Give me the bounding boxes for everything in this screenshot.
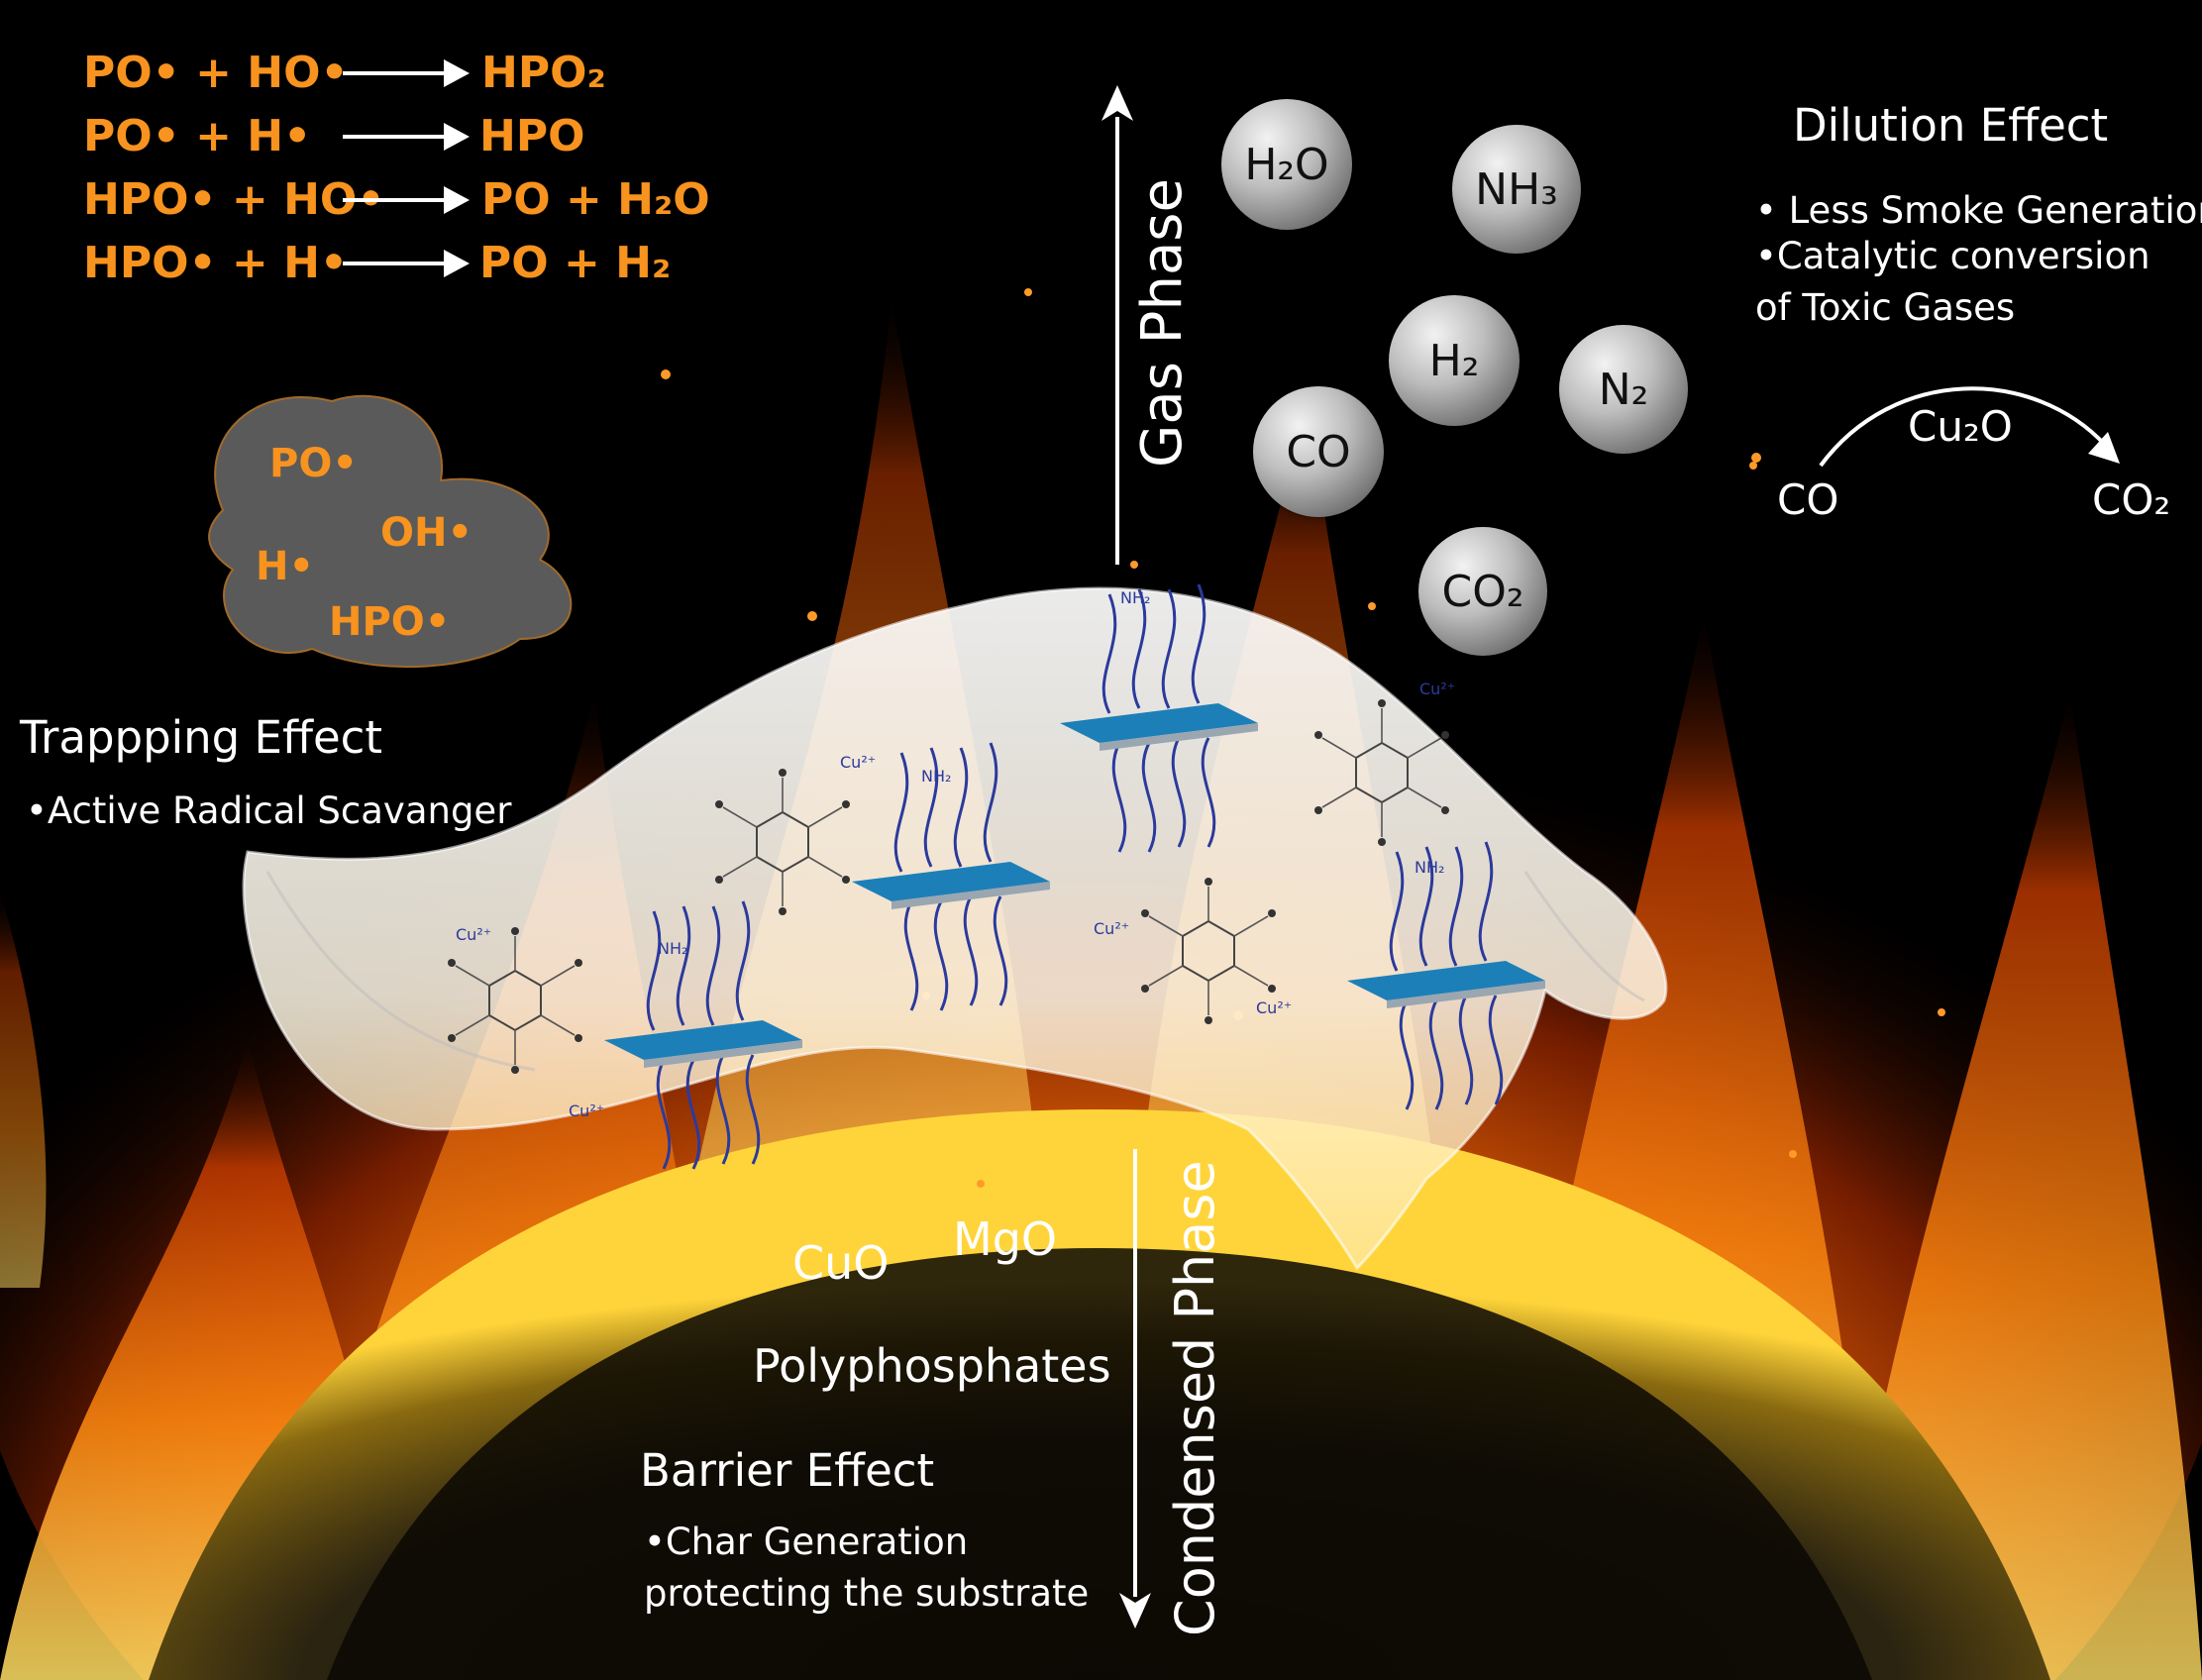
reaction-arrow-icon [343,250,470,277]
molecule-h2o: H₂O [1221,99,1352,230]
reaction-3-reactants: HPO• + HO• [83,174,385,225]
copper-ion-label: Cu²⁺ [569,1102,605,1120]
conversion-to: CO₂ [2092,475,2171,524]
phytate-4 [1313,698,1450,847]
oxide-cuo-label: CuO [792,1236,890,1290]
reaction-1-products: HPO₂ [481,48,606,98]
reaction-arrow-icon [343,186,470,214]
gas-phase-arrow-icon [1101,85,1133,565]
phytate-2 [714,768,851,916]
copper-ion-label: Cu²⁺ [1256,998,1293,1017]
molecule-nh3: NH₃ [1452,125,1581,254]
reaction-arrow-icon [343,59,470,87]
dilution-bullet-3: of Toxic Gases [1755,286,2016,329]
dilution-bullet-1: • Less Smoke Generation [1755,189,2202,232]
radical-hpo-label: HPO• [329,599,451,645]
polyphosphates-label: Polyphosphates [753,1339,1111,1393]
phytate-1 [447,926,583,1075]
dilution-effect-title: Dilution Effect [1793,99,2109,152]
molecule-co: CO [1253,386,1384,517]
molecule-n2: N₂ [1559,325,1688,454]
trapping-effect-title: Trappping Effect [20,711,383,764]
reaction-arrow-icon [343,123,470,151]
coating-sheet [242,586,1668,1271]
barrier-effect-title: Barrier Effect [640,1444,935,1497]
copper-ion-label: Cu²⁺ [1419,680,1456,698]
reaction-2-reactants: PO• + H• [83,111,312,161]
copper-ion-label: Cu²⁺ [456,925,492,944]
radical-oh-label: OH• [380,510,473,556]
copper-ion-label: Cu²⁺ [1094,919,1130,938]
dilution-bullet-2: •Catalytic conversion [1755,235,2150,277]
conversion-catalyst: Cu₂O [1908,402,2013,451]
reaction-4-products: PO + H₂ [479,238,672,288]
molecule-h2: H₂ [1389,295,1520,426]
oxide-mgo-label: MgO [953,1212,1058,1266]
reaction-1-reactants: PO• + HO• [83,48,349,98]
reaction-4-reactants: HPO• + H• [83,238,349,288]
conversion-arrow-icon [1819,386,2120,468]
barrier-bullet-2: protecting the substrate [644,1572,1090,1615]
amine-label: NH₂ [921,767,952,786]
amine-label: NH₂ [658,939,688,958]
radical-po-label: PO• [269,441,358,486]
amine-label: NH₂ [1415,858,1445,877]
trapping-effect-bullet: •Active Radical Scavanger [26,789,512,832]
radical-h-label: H• [256,544,315,589]
barrier-bullet-1: •Char Generation [644,1521,969,1563]
reaction-2-products: HPO [479,111,585,161]
condensed-phase-arrow-icon [1119,1149,1151,1628]
amine-label: NH₂ [1120,588,1151,607]
copper-ion-label: Cu²⁺ [840,753,877,772]
reaction-3-products: PO + H₂O [481,174,710,225]
molecule-co2: CO₂ [1418,527,1547,656]
conversion-from: CO [1777,475,1839,524]
radical-cloud [208,394,573,669]
